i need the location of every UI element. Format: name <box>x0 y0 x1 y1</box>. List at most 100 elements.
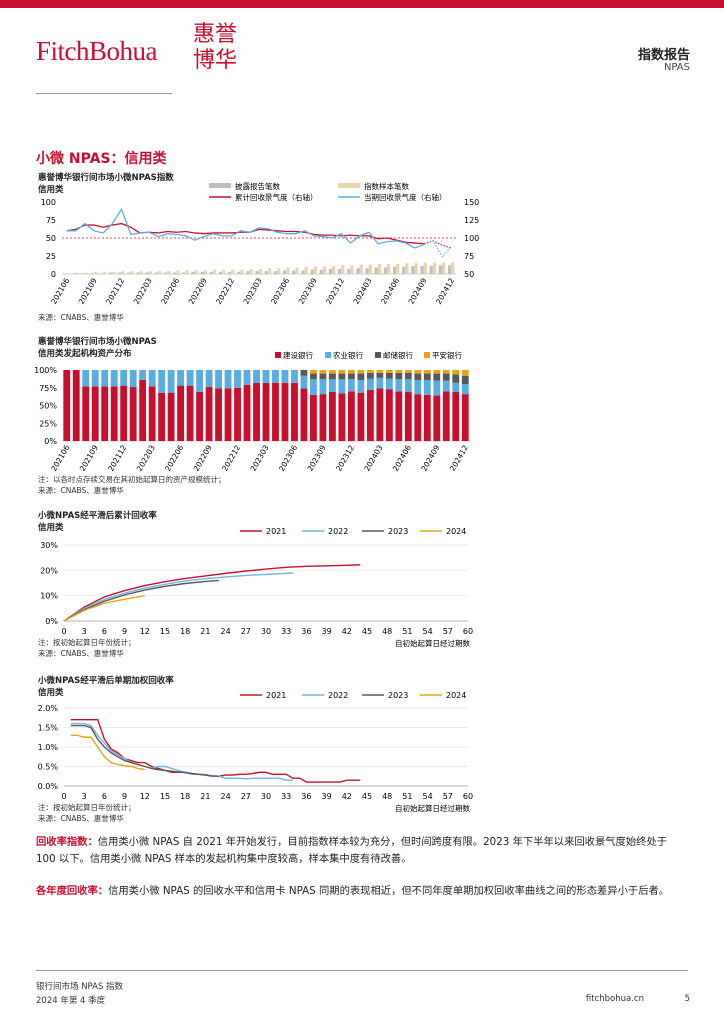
c2-bar-abc <box>291 370 298 383</box>
c2-bar-ccb <box>224 388 232 441</box>
c1-bar-sample <box>84 272 88 274</box>
c2-bar-pingan <box>338 370 346 374</box>
c2-bar-pingan <box>452 370 460 375</box>
c3-xtick: 33 <box>281 627 291 636</box>
legend-swatch-sample <box>338 183 360 188</box>
c1-bar-sample <box>148 271 152 274</box>
c2-bar-pingan <box>329 370 336 374</box>
c1-ytick-left: 50 <box>46 234 56 243</box>
c1-bar-sample <box>405 263 409 274</box>
legend-swatch-pingan <box>424 352 430 358</box>
c1-bar-disclosed <box>328 268 333 274</box>
c2-bar-abc <box>376 377 384 389</box>
c1-bar-sample <box>194 270 198 274</box>
c2-ytick: 100% <box>34 366 57 375</box>
c2-bar-psbc <box>461 375 469 385</box>
c2-bar-psbc <box>338 373 346 380</box>
footer-website[interactable]: fitchbohua.cn <box>585 994 644 1004</box>
c2-bar-abc <box>404 379 412 393</box>
c2-bar-ccb <box>395 391 403 441</box>
c1-bar-disclosed <box>310 269 314 274</box>
c2-bar-abc <box>82 370 90 387</box>
c2-bar-ccb <box>177 385 185 441</box>
chart3-x-note: 自初始起算日经过期数 <box>395 638 470 648</box>
c1-bar-disclosed <box>99 273 103 274</box>
c1-bar-sample <box>387 263 391 274</box>
c1-bar-sample <box>332 266 336 274</box>
c4-xtick: 42 <box>342 792 352 801</box>
c1-bar-disclosed <box>136 272 140 274</box>
top-brand-bar <box>0 0 724 8</box>
c3-series-2022 <box>63 572 293 622</box>
c2-bar-abc <box>91 370 99 387</box>
c1-bar-sample <box>322 266 327 274</box>
c3-series-2023 <box>63 579 219 622</box>
c3-xtick: 45 <box>362 627 372 636</box>
c3-xtick: 12 <box>140 627 150 636</box>
c2-bar-pingan <box>423 370 431 374</box>
c2-bar-abc <box>158 370 166 393</box>
c2-bar-ccb <box>148 386 156 441</box>
c2-bar-ccb <box>357 392 365 441</box>
c2-bar-ccb <box>82 386 90 441</box>
c2-bar-ccb <box>253 382 260 441</box>
c2-bar-ccb <box>291 382 298 441</box>
c3-series-2024 <box>63 594 145 622</box>
c1-bar-sample <box>423 262 427 274</box>
c2-bar-ccb <box>110 386 118 441</box>
c1-bar-sample <box>139 271 143 274</box>
c3-xtick: 51 <box>402 627 412 636</box>
c2-bar-abc <box>243 370 251 385</box>
c1-bar-disclosed <box>218 271 223 274</box>
c4-xtick: 9 <box>122 792 127 801</box>
para1-text: 信用类小微 NPAS 自 2021 年开始发行，目前指数样本较为充分，但时间跨度… <box>36 836 668 865</box>
c3-xtick: 27 <box>241 627 251 636</box>
c1-bar-sample <box>313 266 317 274</box>
c3-xtick: 48 <box>382 627 392 636</box>
c1-bar-disclosed <box>447 265 452 274</box>
c2-bar-abc <box>329 379 336 393</box>
c1-bar-sample <box>304 266 308 274</box>
c3-ytick: 0% <box>45 617 58 626</box>
c3-xtick: 36 <box>301 627 311 636</box>
c1-bar-sample <box>93 271 98 274</box>
c2-bar-ccb <box>338 393 346 441</box>
para1-label: 回收率指数： <box>36 836 98 848</box>
c2-bar-pingan <box>414 370 422 374</box>
c2-bar-abc <box>423 379 431 395</box>
c1-bar-sample <box>231 269 235 274</box>
c1-line-current <box>66 207 425 249</box>
footer-period: 2024 年第 4 季度 <box>36 996 106 1006</box>
legend-swatch-ccb <box>275 352 281 358</box>
c4-series-2021 <box>70 719 361 783</box>
c4-xtick: 15 <box>160 792 170 801</box>
c4-series-2024 <box>70 734 145 771</box>
c4-xtick: 0 <box>61 792 66 801</box>
c4-legend-2023: 2023 <box>388 691 408 700</box>
c2-bar-pingan <box>347 370 355 374</box>
c2-bar-pingan <box>404 370 412 373</box>
chart1-source: 来源：CNABS、惠誉博华 <box>38 313 124 322</box>
c1-bar-disclosed <box>392 266 397 274</box>
c2-bar-pingan <box>357 370 365 374</box>
c1-bar-disclosed <box>420 266 424 274</box>
c1-bar-disclosed <box>81 273 85 274</box>
c2-bar-abc <box>120 370 128 386</box>
c2-bar-abc <box>177 370 185 386</box>
c2-bar-ccb <box>329 392 336 441</box>
para2-label: 各年度回收率： <box>36 885 109 897</box>
c1-bar-disclosed <box>154 272 158 274</box>
c1-bar-disclosed <box>163 272 168 274</box>
c3-xtick: 0 <box>61 627 66 636</box>
c3-legend-2022: 2022 <box>328 527 348 536</box>
c3-series-2021 <box>63 564 361 622</box>
c2-bar-ccb <box>433 395 441 441</box>
c3-xtick: 6 <box>102 627 107 636</box>
c2-bar-abc <box>234 370 241 388</box>
c3-ytick: 10% <box>40 592 58 601</box>
c4-xtick: 39 <box>322 792 332 801</box>
c2-bar-ccb <box>262 382 270 441</box>
c2-bar-ccb <box>167 392 175 441</box>
c2-bar-ccb <box>423 394 431 441</box>
c2-bar-abc <box>196 370 203 393</box>
